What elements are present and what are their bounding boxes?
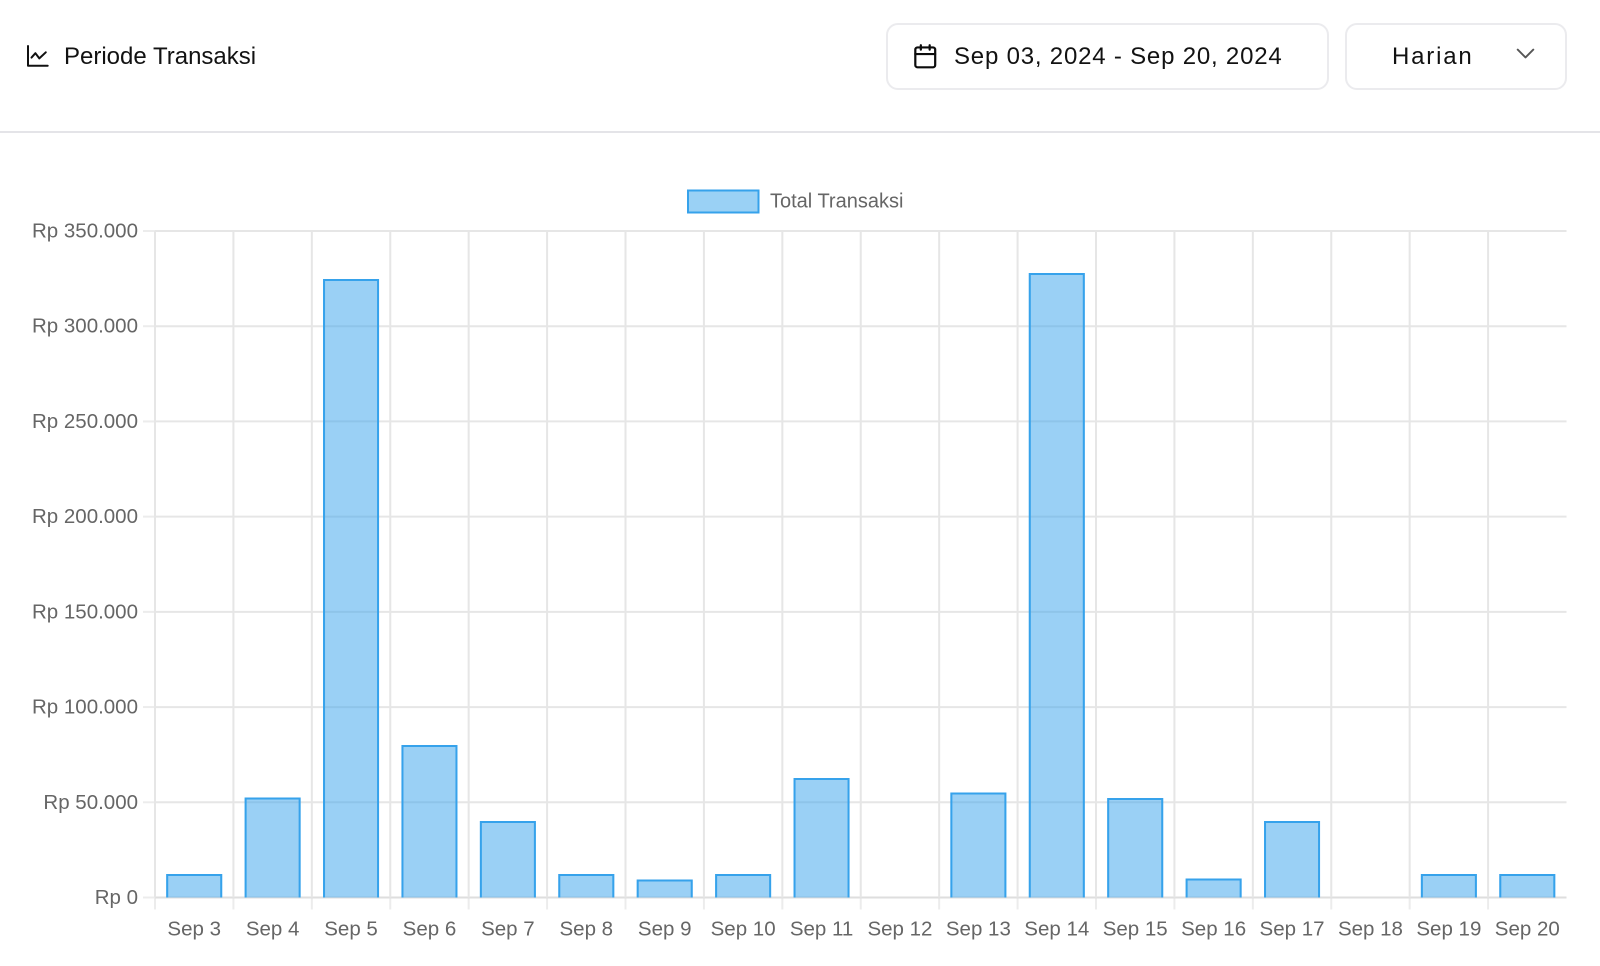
svg-text:Total Transaksi: Total Transaksi (770, 191, 903, 213)
svg-text:Sep 13: Sep 13 (946, 918, 1011, 941)
svg-text:Sep 18: Sep 18 (1338, 918, 1403, 941)
svg-text:Rp 100.000: Rp 100.000 (32, 696, 138, 719)
svg-text:Rp 300.000: Rp 300.000 (32, 315, 138, 338)
svg-text:Sep 3: Sep 3 (167, 918, 221, 941)
svg-text:Sep 6: Sep 6 (403, 918, 457, 941)
svg-text:Sep 14: Sep 14 (1024, 918, 1089, 941)
svg-text:Sep 12: Sep 12 (867, 918, 932, 941)
svg-text:Sep 7: Sep 7 (481, 918, 535, 941)
svg-text:Sep 11: Sep 11 (790, 918, 853, 941)
svg-text:Rp 200.000: Rp 200.000 (32, 505, 138, 528)
svg-text:Sep 5: Sep 5 (324, 918, 378, 941)
svg-text:Sep 16: Sep 16 (1181, 918, 1246, 941)
svg-text:Sep 8: Sep 8 (560, 918, 614, 941)
svg-text:Sep 15: Sep 15 (1103, 918, 1168, 941)
svg-text:Sep 10: Sep 10 (711, 918, 776, 941)
svg-text:Sep 9: Sep 9 (638, 918, 692, 941)
svg-text:Rp 0: Rp 0 (95, 886, 138, 909)
svg-text:Rp 50.000: Rp 50.000 (43, 791, 138, 814)
svg-text:Rp 250.000: Rp 250.000 (32, 410, 138, 433)
svg-text:Rp 150.000: Rp 150.000 (32, 600, 138, 623)
svg-text:Sep 20: Sep 20 (1495, 918, 1560, 941)
svg-text:Sep 17: Sep 17 (1260, 918, 1325, 941)
svg-text:Sep 4: Sep 4 (246, 918, 300, 941)
svg-text:Sep 19: Sep 19 (1416, 918, 1481, 941)
svg-text:Rp 350.000: Rp 350.000 (32, 220, 138, 243)
